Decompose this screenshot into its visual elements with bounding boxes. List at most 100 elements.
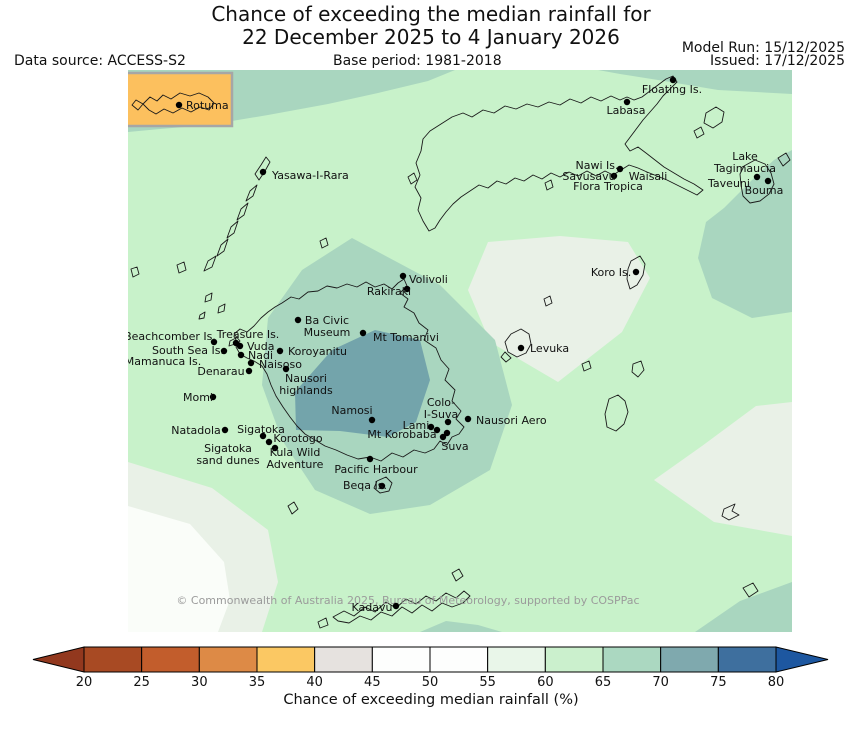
region-65-70-top-right xyxy=(598,70,792,94)
taveuni-coastline xyxy=(739,159,775,204)
colorbar-segment-45-50 xyxy=(371,646,431,673)
map-label: Koroyanitu xyxy=(288,345,347,358)
colorbar-legend: 20 25 30 35 40 45 50 55 60 65 70 75 80 xyxy=(32,646,829,690)
place-dot xyxy=(610,172,618,180)
map-label: Floating Is. xyxy=(642,83,702,96)
place-dot xyxy=(444,418,452,426)
map-label: Kula Wild xyxy=(270,446,321,459)
fiji-rainfall-map: © Commonwealth of Australia 2025, Bureau… xyxy=(128,70,792,632)
place-dot xyxy=(175,101,183,109)
place-dot xyxy=(294,316,302,324)
place-dot xyxy=(464,415,472,423)
map-label: highlands xyxy=(279,384,333,397)
rotuma-coastline xyxy=(131,92,215,115)
colorbar-tick: 45 xyxy=(364,675,381,690)
colorbar-over-arrow xyxy=(775,646,829,673)
colorbar-title: Chance of exceeding median rainfall (%) xyxy=(283,692,579,708)
map-label: Natadola xyxy=(171,424,221,437)
map-label: Momi xyxy=(183,391,213,404)
map-label: I-Suva xyxy=(424,408,458,421)
region-65-70-bottom-center xyxy=(420,621,502,632)
place-dot xyxy=(209,393,217,401)
map-label: South Sea Is. xyxy=(152,344,224,357)
colorbar-tick: 50 xyxy=(422,675,439,690)
map-label: Suva xyxy=(441,440,468,453)
colorbar-segment-55-60 xyxy=(487,646,546,673)
base-period-label: Base period: 1981-2018 xyxy=(333,53,502,69)
vanua-levu-coastline xyxy=(414,75,704,232)
viti-levu-coastline xyxy=(233,278,465,462)
place-dot xyxy=(210,338,218,346)
place-dot xyxy=(220,347,228,355)
rotuma-inset xyxy=(128,71,234,128)
colorbar-segment-60-65 xyxy=(544,646,604,673)
colorbar-segments xyxy=(83,646,777,673)
map-label: Ba Civic xyxy=(305,314,349,327)
map-label: Korotogo xyxy=(273,432,322,445)
map-label: Nausori Aero xyxy=(476,414,547,427)
map-label: Beqa Is. xyxy=(343,479,387,492)
region-65-70-taveuni xyxy=(698,150,792,318)
colorbar-tick: 75 xyxy=(710,675,727,690)
map-label: Museum xyxy=(304,326,351,339)
map-label: Mamanuca Is. xyxy=(128,355,201,368)
map-label: Naisoso xyxy=(259,358,302,371)
place-dot xyxy=(359,329,367,337)
colorbar-segment-25-30 xyxy=(141,646,200,673)
map-label: Waisali xyxy=(629,170,668,183)
page-title: Chance of exceeding the median rainfall … xyxy=(211,2,651,26)
map-label: Taveuni xyxy=(707,177,750,190)
map-label: Lami xyxy=(403,419,430,432)
issued-label: Issued: 17/12/2025 xyxy=(710,53,845,69)
region-50-55-southwest xyxy=(128,506,230,632)
model-run-label: Model Run: 15/12/2025 xyxy=(681,40,845,56)
map-label: Adventure xyxy=(267,458,324,471)
map-label: Kadavu xyxy=(352,601,393,614)
colorbar-tick: 80 xyxy=(768,675,785,690)
place-dot xyxy=(616,165,624,173)
place-dot xyxy=(259,168,267,176)
place-dot xyxy=(282,365,290,373)
map-label: Pacific Harbour xyxy=(334,463,418,476)
data-source-label: Data source: ACCESS-S2 xyxy=(14,53,186,69)
map-label: Denarau xyxy=(197,365,244,378)
place-dot xyxy=(247,359,255,367)
colorbar-tick: 25 xyxy=(133,675,150,690)
colorbar-tick: 55 xyxy=(479,675,496,690)
place-dot xyxy=(764,177,772,185)
colorbar-segment-50-55 xyxy=(429,646,489,673)
colorbar-segment-75-80 xyxy=(717,646,777,673)
place-dot xyxy=(753,173,761,181)
place-dot xyxy=(623,98,631,106)
region-55-60-levuka xyxy=(468,236,650,382)
colorbar-segment-20-25 xyxy=(83,646,143,673)
region-65-70-bottom-right xyxy=(695,582,792,632)
colorbar-tick: 35 xyxy=(249,675,266,690)
place-dot xyxy=(245,367,253,375)
map-label: Koro Is. xyxy=(591,266,631,279)
region-55-60-east xyxy=(654,402,792,536)
place-dot xyxy=(433,426,441,434)
map-label: Colo- xyxy=(427,396,455,409)
map-label: sand dunes xyxy=(196,454,260,467)
map-label: Flora Tropica xyxy=(573,180,643,193)
map-label: Tagimaucia xyxy=(713,162,776,175)
region-70-75-namosi xyxy=(295,330,430,437)
colorbar-segment-35-40 xyxy=(256,646,316,673)
place-dot xyxy=(368,416,376,424)
place-dot xyxy=(221,426,229,434)
map-label: Mt Tomanivi xyxy=(373,331,439,344)
map-label: Vuda xyxy=(247,340,274,353)
colorbar-tick: 20 xyxy=(76,675,93,690)
map-label: Rakiraki xyxy=(367,285,411,298)
small-islands-coastline xyxy=(130,106,791,629)
colorbar-under-arrow xyxy=(32,646,85,673)
place-dot xyxy=(399,272,407,280)
place-dot xyxy=(265,438,273,446)
place-dot xyxy=(443,429,451,437)
place-dot xyxy=(271,444,279,452)
colorbar-tick: 65 xyxy=(595,675,612,690)
place-dot xyxy=(427,423,435,431)
map-label: Treasure Is. xyxy=(216,328,280,341)
